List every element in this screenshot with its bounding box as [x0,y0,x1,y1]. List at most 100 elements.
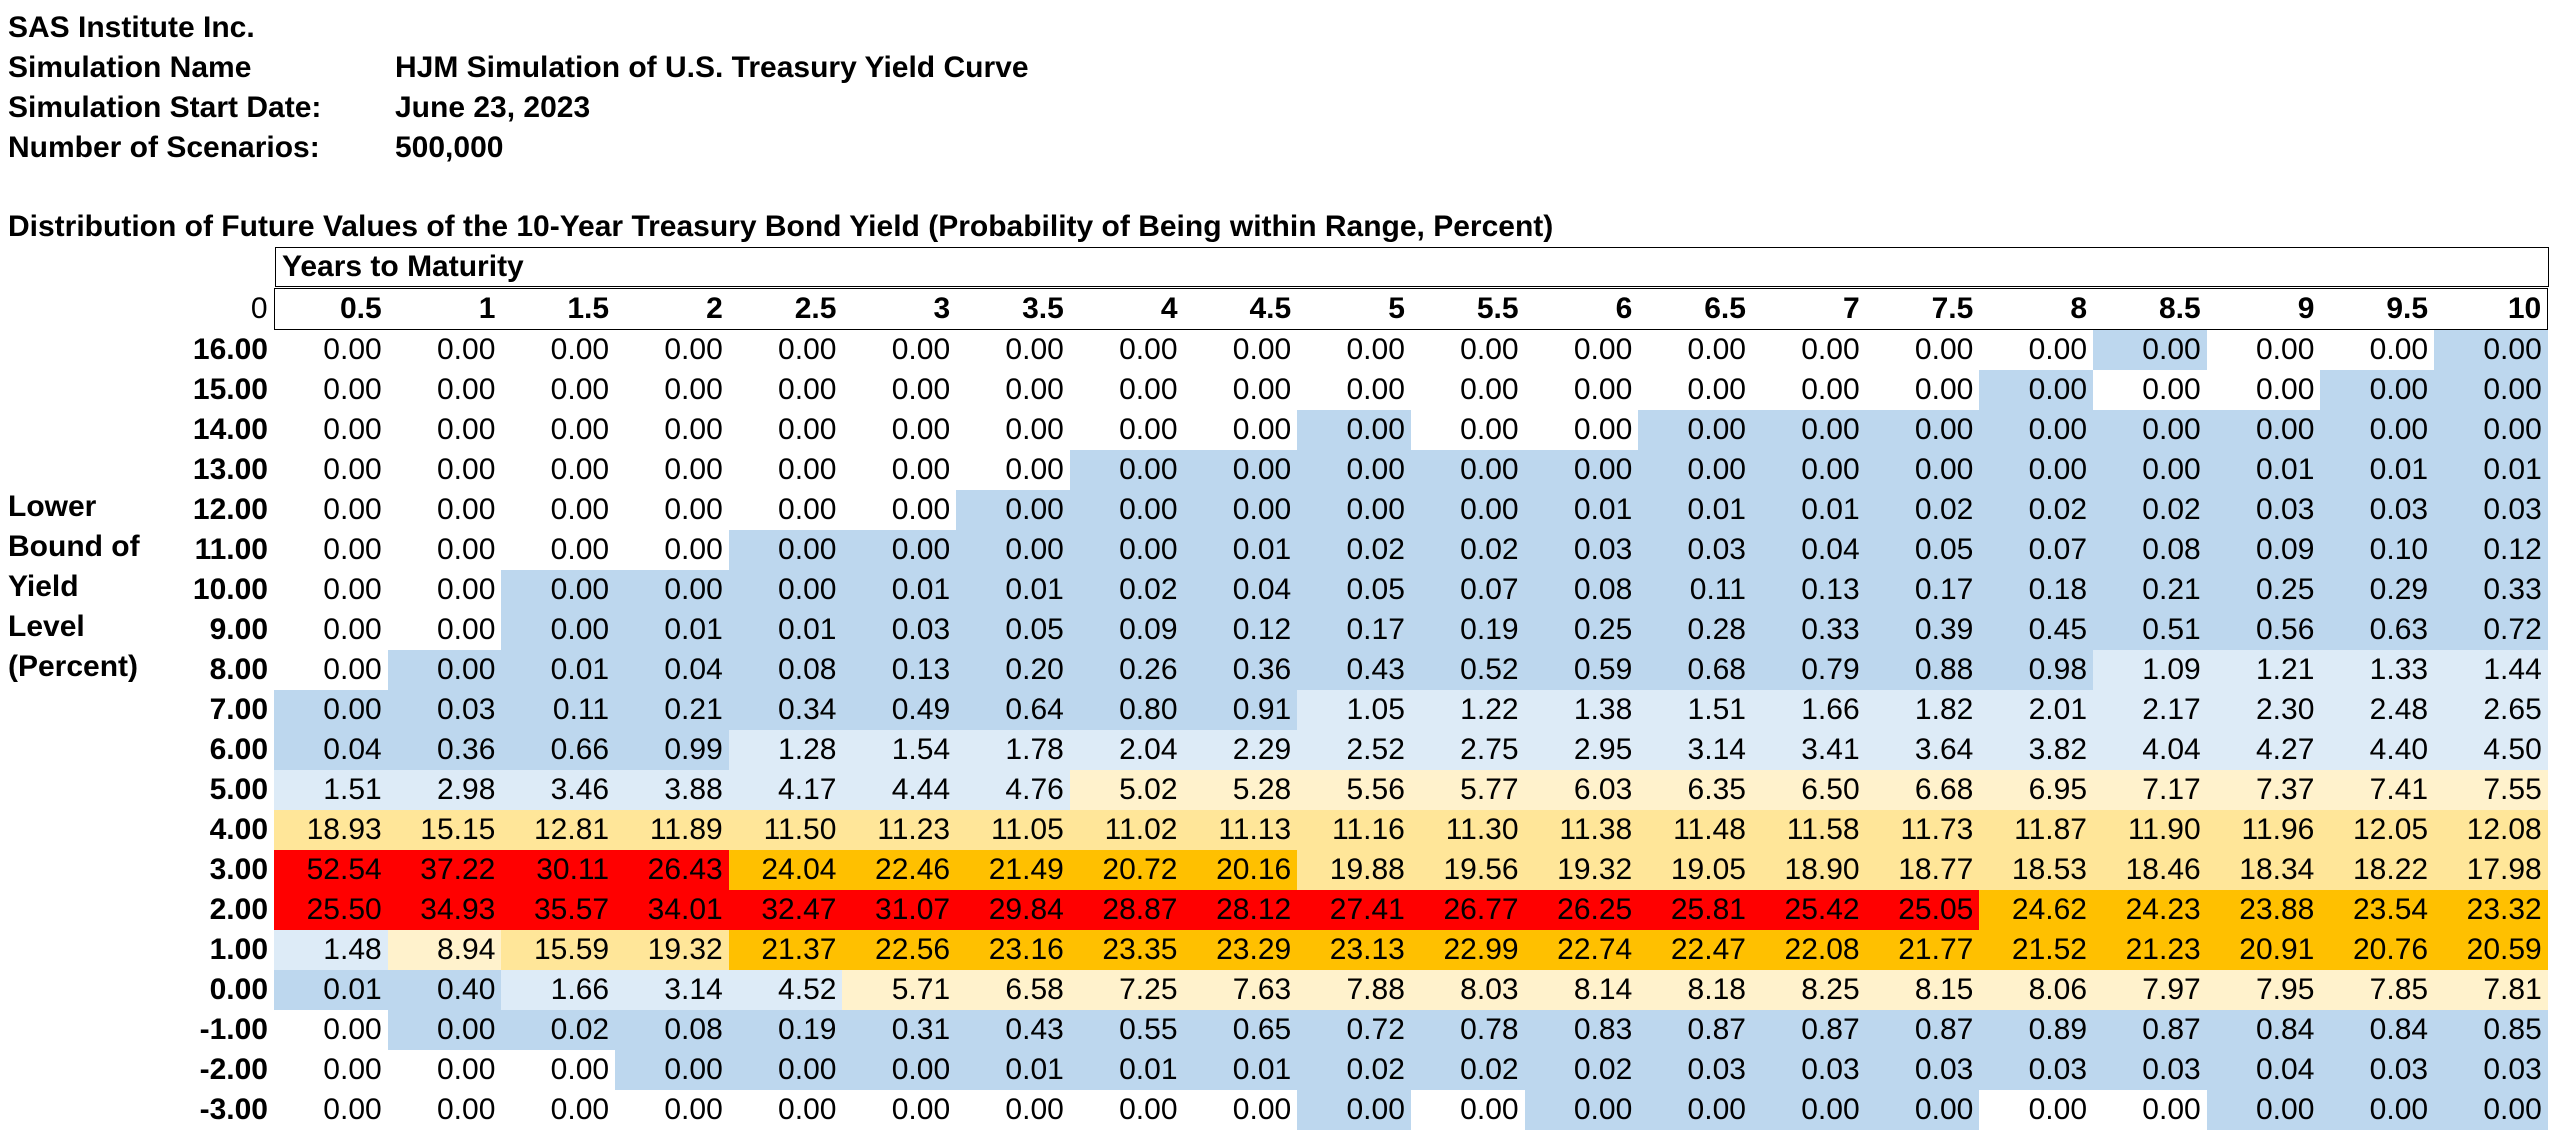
table-cell: 0.83 [1524,1010,1639,1050]
table-cell: 0.00 [1069,370,1184,410]
table-cell: 0.00 [1865,410,1980,450]
table-cell: 0.00 [2206,370,2321,410]
table-row: -2.00 0.00 0.00 0.00 0.00 0.00 0.00 0.01 0.01 0.0… [170,1050,2548,1090]
table-cell: 0.00 [1865,329,1980,370]
simulation-info: SAS Institute Inc. Simulation Name HJM S… [8,8,1029,168]
table-cell: 0.00 [1751,1090,1866,1130]
table-cell: 0.04 [1751,530,1866,570]
table-cell: 0.00 [387,410,502,450]
table-cell: 35.57 [501,890,616,930]
table-cell: 3.64 [1865,730,1980,770]
table-cell: 7.37 [2206,770,2321,810]
table-cell: 6.58 [956,970,1070,1010]
table-cell: 0.03 [842,610,957,650]
table-cell: 0.03 [2320,490,2435,530]
table-cell: 0.00 [1751,329,1866,370]
simulation-name-value: HJM Simulation of U.S. Treasury Yield Cu… [395,51,1029,84]
table-cell: 0.43 [956,1010,1070,1050]
table-cell: 0.00 [615,370,729,410]
table-row: 11.00 0.00 0.00 0.00 0.00 0.00 0.00 0.00 0.00 0.0… [170,530,2548,570]
table-cell: 0.00 [501,570,616,610]
table-cell: 0.66 [501,730,616,770]
table-cell: 0.00 [274,490,388,530]
row-label: 15.00 [170,370,274,410]
table-cell: 0.00 [842,490,957,530]
table-cell: 1.54 [842,730,957,770]
table-cell: 0.12 [1183,610,1298,650]
table-cell: 2.98 [387,770,502,810]
table-cell: 0.02 [1979,490,2093,530]
column-header: 5 [1297,288,1411,330]
table-cell: 25.81 [1638,890,1752,930]
row-label: 14.00 [170,410,274,450]
table-cell: 2.04 [1069,730,1184,770]
corner-cell: 0 [170,288,274,330]
column-header: 1.5 [501,288,616,330]
row-axis-label: Lower Bound of Yield Level (Percent) [8,487,140,687]
table-cell: 4.52 [728,970,843,1010]
scenarios-label: Number of Scenarios: [8,131,320,164]
column-header: 4.5 [1183,288,1298,330]
table-cell: 0.00 [1979,1090,2093,1130]
table-cell: 0.00 [274,1050,388,1090]
table-cell: 0.00 [1069,530,1184,570]
table-cell: 7.25 [1069,970,1184,1010]
row-label: 13.00 [170,450,274,490]
table-cell: 0.08 [2093,530,2207,570]
table-cell: 0.25 [2206,570,2321,610]
table-cell: 0.00 [274,370,388,410]
table-cell: 5.28 [1183,770,1298,810]
table-cell: 0.45 [1979,610,2093,650]
table-cell: 17.98 [2434,850,2548,890]
table-cell: 22.08 [1751,930,1866,970]
table-cell: 29.84 [956,890,1070,930]
table-cell: 0.39 [1865,610,1980,650]
table-cell: 0.00 [2093,329,2207,370]
table-cell: 0.00 [728,329,843,370]
table-cell: 0.00 [387,1010,502,1050]
meta-row-scenarios: Number of Scenarios: 500,000 [8,128,1029,168]
table-cell: 0.00 [615,530,729,570]
table-cell: 34.93 [387,890,502,930]
column-header: 8.5 [2093,288,2207,330]
table-cell: 0.20 [956,650,1070,690]
table-cell: 0.00 [728,1090,843,1130]
table-row: 10.00 0.00 0.00 0.00 0.00 0.00 0.01 0.01 0.02 0.0… [170,570,2548,610]
table-cell: 23.88 [2206,890,2321,930]
table-cell: 4.40 [2320,730,2435,770]
table-cell: 0.00 [387,329,502,370]
table-row: 3.00 52.54 37.22 30.11 26.43 24.04 22.46 21.49 2… [170,850,2548,890]
table-row: 4.00 18.93 15.15 12.81 11.89 11.50 11.23 11.05 1… [170,810,2548,850]
table-cell: 7.55 [2434,770,2548,810]
table-cell: 0.00 [1410,329,1525,370]
table-cell: 0.68 [1638,650,1752,690]
table-cell: 0.00 [387,570,502,610]
table-cell: 0.18 [1979,570,2093,610]
table-cell: 0.21 [2093,570,2207,610]
table-row: 5.00 1.51 2.98 3.46 3.88 4.17 4.44 4.76 5.02 5.28… [170,770,2548,810]
start-date-value: June 23, 2023 [395,91,591,124]
table-row: -1.00 0.00 0.00 0.02 0.08 0.19 0.31 0.43 0.55 0.6… [170,1010,2548,1050]
table-cell: 0.00 [1524,450,1639,490]
table-cell: 18.93 [274,810,388,850]
table-cell: 0.08 [728,650,843,690]
column-header: 6 [1524,288,1639,330]
table-cell: 7.95 [2206,970,2321,1010]
table-cell: 11.23 [842,810,957,850]
table-cell: 1.66 [501,970,616,1010]
table-cell: 31.07 [842,890,957,930]
table-cell: 8.03 [1410,970,1525,1010]
table-cell: 0.00 [615,490,729,530]
table-cell: 2.30 [2206,690,2321,730]
table-cell: 0.04 [1183,570,1298,610]
table-cell: 0.80 [1069,690,1184,730]
table-cell: 0.07 [1410,570,1525,610]
table-cell: 0.00 [2206,410,2321,450]
table-row: 13.00 0.00 0.00 0.00 0.00 0.00 0.00 0.00 0.00 0.0… [170,450,2548,490]
table-cell: 5.02 [1069,770,1184,810]
table-cell: 24.62 [1979,890,2093,930]
table-cell: 19.56 [1410,850,1525,890]
table-cell: 4.76 [956,770,1070,810]
row-axis-label-line: Lower [8,490,97,523]
table-cell: 0.00 [387,610,502,650]
